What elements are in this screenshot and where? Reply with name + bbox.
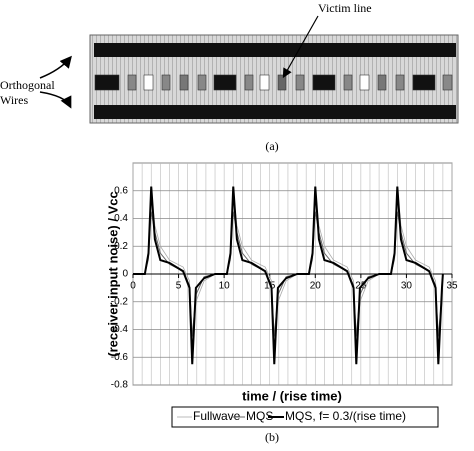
x-tick-label: 30 <box>401 281 413 292</box>
caption-b: (b) <box>265 430 279 444</box>
y-tick-label: -0.4 <box>111 324 129 335</box>
y-tick-label: -0.2 <box>111 296 129 307</box>
orthogonal-arrow <box>39 91 72 109</box>
x-tick-label: 35 <box>446 281 458 292</box>
y-tick-label: -0.6 <box>111 352 129 363</box>
victim-arrow <box>282 15 319 79</box>
y-tick-label: -0.8 <box>111 380 129 391</box>
x-tick-label: 20 <box>310 281 322 292</box>
y-axis-title: (receiver input noise) / Vcc <box>105 191 120 356</box>
wire-segment <box>412 74 436 91</box>
x-tick-label: 10 <box>219 281 231 292</box>
orthogonal-arrow <box>39 55 72 79</box>
wire-segment <box>377 74 387 91</box>
legend <box>171 406 439 428</box>
y-tick-label: 0.6 <box>114 185 128 196</box>
legend-label: MQS, f= 0.3/(rise time) <box>285 409 406 423</box>
wire-segment <box>127 74 137 91</box>
legend-label: Fullwave <box>193 409 241 423</box>
x-tick-label: 0 <box>130 281 136 292</box>
y-tick-label: 0.4 <box>114 213 128 224</box>
wire-segment <box>197 74 207 91</box>
orthogonal-label: Wires <box>0 93 29 107</box>
x-tick-label: 5 <box>176 281 182 292</box>
series-line <box>133 186 444 365</box>
wire-segment <box>244 74 254 91</box>
wire-top <box>94 43 456 57</box>
wire-segment <box>312 74 336 91</box>
wire-segment <box>395 74 405 91</box>
wire-segment <box>359 74 370 91</box>
wire-segment <box>213 74 237 91</box>
wire-segment <box>259 74 270 91</box>
wire-segment <box>442 74 453 91</box>
x-axis-title: time / (rise time) <box>242 388 342 403</box>
wire-segment <box>343 74 353 91</box>
wire-segment <box>161 74 171 91</box>
y-tick-label: 0.2 <box>114 241 128 252</box>
orthogonal-label: Orthogonal <box>0 78 55 92</box>
victim-label: Victim line <box>318 1 372 15</box>
wire-segment <box>143 74 154 91</box>
wire-bottom <box>94 105 456 119</box>
wire-segment <box>295 74 305 91</box>
wire-segment <box>179 74 189 91</box>
wire-segment <box>277 74 287 91</box>
y-tick-label: 0 <box>122 269 128 280</box>
caption-a: (a) <box>265 139 278 153</box>
legend-label: MQS <box>246 409 273 423</box>
wire-diagram <box>89 34 459 124</box>
wire-segment <box>94 74 120 91</box>
